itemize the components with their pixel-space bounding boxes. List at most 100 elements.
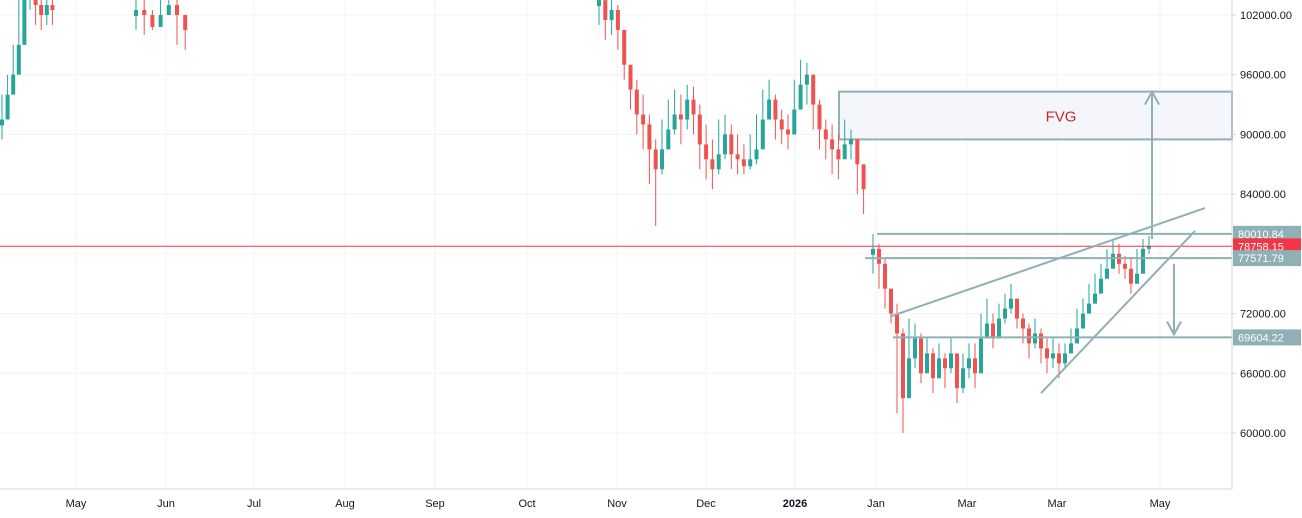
candle-body <box>919 338 923 373</box>
candle-body <box>1039 333 1043 348</box>
candle-body <box>1069 343 1073 353</box>
candle-body <box>610 10 614 20</box>
candle-body <box>877 249 881 264</box>
candle-body <box>985 324 989 339</box>
fvg-zone[interactable] <box>839 92 1232 140</box>
time-tick-label: May <box>66 498 87 510</box>
candle-body <box>849 139 853 144</box>
candle-body <box>1087 304 1091 314</box>
time-tick-label: Sep <box>425 498 445 510</box>
candle-body <box>871 249 875 255</box>
price-tick-label: 72000.00 <box>1240 309 1286 321</box>
candle-body <box>931 353 935 378</box>
candle-body <box>1045 348 1049 358</box>
time-tick-label: Mar <box>1048 498 1067 510</box>
candle-body <box>991 324 995 339</box>
candle-body <box>11 75 15 95</box>
candle-body <box>729 134 733 154</box>
drawings-background <box>839 92 1232 140</box>
candle-body <box>34 0 38 5</box>
candle-body <box>22 0 26 45</box>
candle-body <box>997 319 1001 339</box>
candle-body <box>1003 309 1007 319</box>
candle-body <box>685 100 689 120</box>
candle-body <box>1063 353 1067 363</box>
price-tick-label: 66000.00 <box>1240 368 1286 380</box>
candle-body <box>679 115 683 120</box>
candle-body <box>925 353 929 373</box>
candle-body <box>889 289 893 314</box>
candle-body <box>654 149 658 169</box>
candle-body <box>1081 314 1085 329</box>
level-badge-middle: 77571.79 <box>1233 250 1301 266</box>
candle-body <box>855 139 859 164</box>
candle-body <box>736 154 740 159</box>
candle-body <box>1015 299 1019 319</box>
candle-body <box>979 338 983 373</box>
candle-body <box>0 120 4 126</box>
candle-body <box>767 100 771 120</box>
candle-body <box>641 115 645 125</box>
candle-body <box>710 159 714 169</box>
candle-body <box>1057 353 1061 363</box>
candle-body <box>907 358 911 398</box>
candle-body <box>723 134 727 154</box>
candle-body <box>792 110 796 135</box>
candle-body <box>698 115 702 145</box>
candle-body <box>6 95 10 120</box>
candle-body <box>1099 279 1103 294</box>
candle-body <box>175 5 179 15</box>
candle-body <box>937 358 941 378</box>
time-tick-label: Dec <box>696 498 716 510</box>
candle-body <box>755 149 759 159</box>
candle-body <box>949 353 953 368</box>
candle-body <box>1033 333 1037 343</box>
candle-up <box>22 0 26 45</box>
candle-body <box>134 10 138 16</box>
price-tick-label: 96000.00 <box>1240 70 1286 82</box>
level-badge-middle-text: 77571.79 <box>1238 253 1284 265</box>
candle-body <box>666 129 670 149</box>
candle-body <box>1123 264 1127 269</box>
candle-body <box>1093 294 1097 304</box>
candle-body <box>830 139 834 149</box>
candle-body <box>805 75 809 85</box>
candle-body <box>1105 269 1109 279</box>
candle-body <box>761 120 765 150</box>
candle-body <box>50 5 54 10</box>
fvg-label: FVG <box>1046 109 1077 126</box>
candle-body <box>692 100 696 115</box>
candle-body <box>943 358 947 368</box>
level-badge-lower-text: 69604.22 <box>1238 332 1284 344</box>
candle-body <box>901 333 905 398</box>
price-tick-label: 102000.00 <box>1240 10 1292 22</box>
candle-body <box>660 149 664 169</box>
candle-body <box>673 115 677 130</box>
price-tick-label: 84000.00 <box>1240 189 1286 201</box>
candle-body <box>159 15 163 27</box>
candle-body <box>742 159 746 166</box>
time-tick-label: Mar <box>958 498 977 510</box>
candle-body <box>704 144 708 159</box>
candle-body <box>748 159 752 166</box>
candle-body <box>883 264 887 289</box>
candle-body <box>955 353 959 388</box>
candle-body <box>773 100 777 120</box>
candle-body <box>45 5 49 15</box>
time-tick-label: Jun <box>157 498 175 510</box>
candle-body <box>142 10 146 15</box>
price-tick-label: 60000.00 <box>1240 428 1286 440</box>
time-tick-label: Oct <box>518 498 535 510</box>
candle-body <box>862 164 866 189</box>
candle-body <box>967 358 971 368</box>
candle-body <box>167 5 171 15</box>
time-tick-label: Jul <box>247 498 261 510</box>
candle-body <box>717 154 721 169</box>
candle-body <box>843 144 847 159</box>
candle-body <box>818 105 822 130</box>
candle-body <box>603 0 607 20</box>
candle-body <box>1021 319 1025 329</box>
level-badge-lower: 69604.22 <box>1233 329 1301 345</box>
